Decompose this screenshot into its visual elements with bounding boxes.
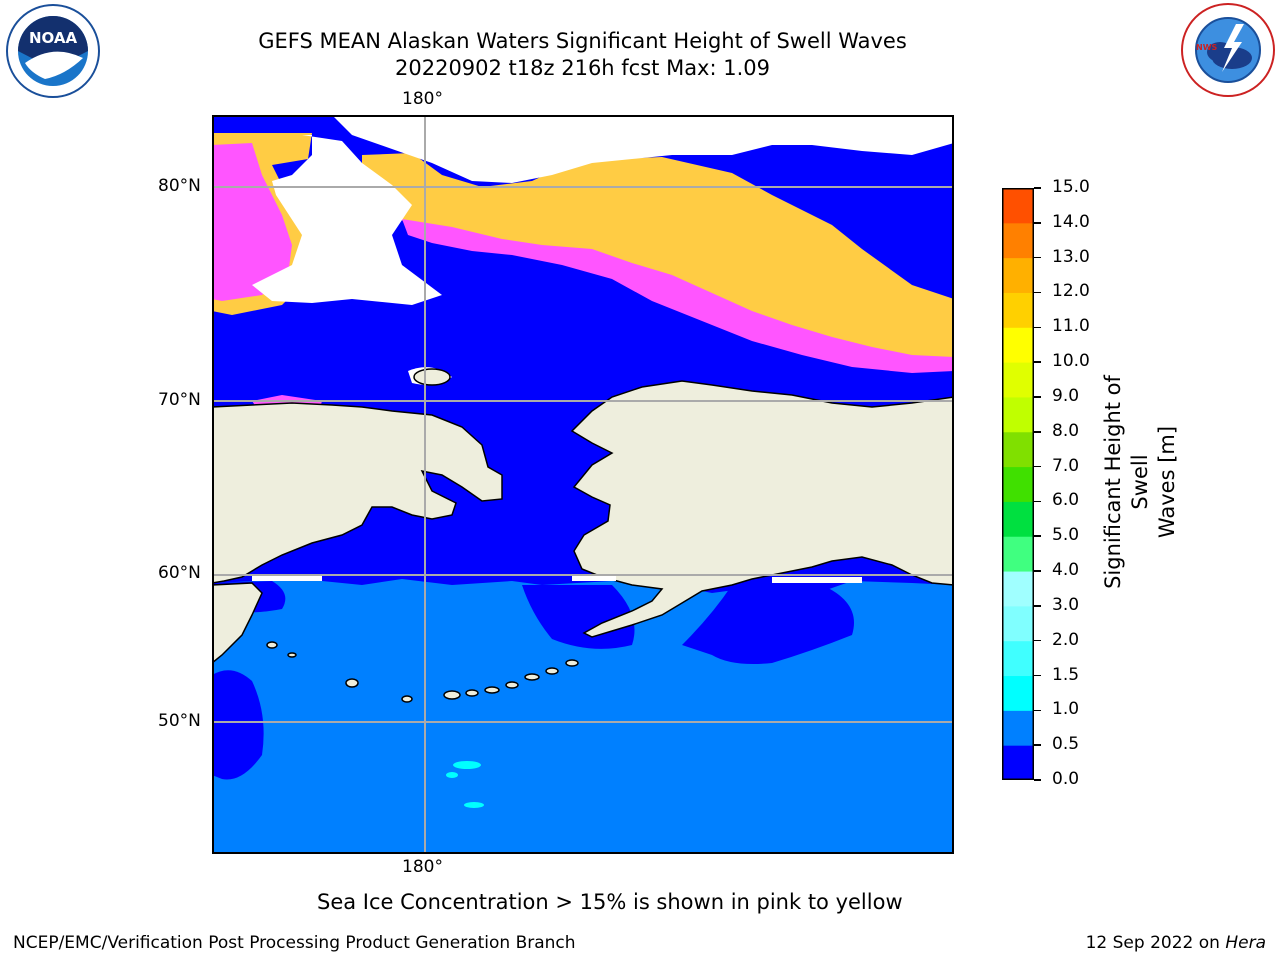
colorbar-bin <box>1002 571 1034 607</box>
colorbar-tick-label: 5.0 <box>1052 525 1080 546</box>
colorbar-bin <box>1002 675 1034 711</box>
swell-cyan-patches <box>446 761 484 808</box>
footer-date-text: 12 Sep 2022 on <box>1085 933 1226 953</box>
colorbar-tick-mark <box>1034 535 1041 537</box>
colorbar-bin <box>1002 222 1034 259</box>
colorbar-bin <box>1002 710 1034 746</box>
lon-label-top: 180° <box>402 89 443 109</box>
colorbar-tick-mark <box>1034 361 1041 363</box>
lon-label-bottom: 180° <box>402 857 443 877</box>
colorbar-tick-mark <box>1034 326 1041 329</box>
sea-ice-pink-north <box>402 219 954 373</box>
colorbar-tick-mark <box>1034 779 1041 781</box>
colorbar-bin <box>1002 292 1034 328</box>
colorbar-tick-label: 10.0 <box>1052 351 1090 372</box>
aleutian-islands <box>266 641 579 703</box>
colorbar-tick-mark <box>1034 500 1041 503</box>
colorbar-tick-label: 1.5 <box>1052 664 1080 685</box>
chart-title-line1: GEFS MEAN Alaskan Waters Significant Hei… <box>258 29 907 53</box>
footer-date: 12 Sep 2022 on Hera <box>1086 933 1266 953</box>
lat-label-80n: 80°N <box>158 176 201 196</box>
colorbar-tick-mark <box>1034 709 1041 712</box>
sea-ice-pink-west <box>212 143 292 301</box>
colorbar-tick-label: 7.0 <box>1052 455 1080 476</box>
colorbar-tick-label: 1.0 <box>1052 699 1080 720</box>
colorbar-tick-mark <box>1034 605 1041 607</box>
colorbar-tick-label: 14.0 <box>1052 211 1090 232</box>
map-gridlines <box>212 115 954 854</box>
colorbar-tick-label: 0.5 <box>1052 734 1080 755</box>
colorbar-bin <box>1002 188 1034 224</box>
data-gap-strip-mid <box>572 575 616 581</box>
colorbar-tick-mark <box>1034 639 1041 642</box>
ocean-low-patch-gulf <box>682 585 854 664</box>
colorbar-tick-mark <box>1034 674 1041 677</box>
colorbar-tick-label: 9.0 <box>1052 385 1080 406</box>
colorbar-tick-label: 15.0 <box>1052 177 1090 197</box>
lat-label-60n: 60°N <box>158 563 201 583</box>
colorbar-bin <box>1002 396 1034 433</box>
noaa-logo-text: NOAA <box>29 29 78 47</box>
ice-white-north <box>252 135 442 305</box>
colorbar-tick-mark <box>1034 222 1041 224</box>
nws-logo: NWS <box>1180 2 1276 98</box>
colorbar-tick-label: 3.0 <box>1052 594 1080 615</box>
colorbar-tick-mark <box>1034 396 1041 398</box>
colorbar-tick-label: 13.0 <box>1052 246 1090 267</box>
colorbar-label-line2: Waves [m] <box>1155 425 1179 539</box>
colorbar-frame <box>1002 188 1034 780</box>
colorbar-bin <box>1002 745 1034 780</box>
chart-title-line2: 20220902 t18z 216h fcst Max: 1.09 <box>395 56 770 80</box>
colorbar-tick-mark <box>1034 570 1041 572</box>
ice-white-band <box>332 115 954 183</box>
colorbar-bin <box>1002 466 1034 502</box>
footer-credit: NCEP/EMC/Verification Post Processing Pr… <box>13 933 576 953</box>
colorbar-bin <box>1002 431 1034 468</box>
colorbar-bin <box>1002 605 1034 642</box>
land-siberia <box>212 402 503 584</box>
colorbar-tick-mark <box>1034 431 1041 433</box>
colorbar-tick-mark <box>1034 465 1041 468</box>
colorbar-tick-label: 8.0 <box>1052 420 1080 441</box>
svg-text:NWS: NWS <box>1196 43 1218 52</box>
colorbar-tick-mark <box>1034 291 1041 294</box>
colorbar-bin <box>1002 501 1034 537</box>
sea-ice-note: Sea Ice Concentration > 15% is shown in … <box>317 890 903 914</box>
colorbar-tick-label: 2.0 <box>1052 629 1080 650</box>
colorbar-label-line1: Significant Height of Swell <box>1101 375 1152 589</box>
colorbar-tick-label: 0.0 <box>1052 769 1080 789</box>
colorbar-tick-label: 6.0 <box>1052 490 1080 511</box>
colorbar-tick-mark <box>1034 744 1041 746</box>
colorbar <box>1002 188 1034 780</box>
lat-label-50n: 50°N <box>158 711 201 731</box>
colorbar-bin <box>1002 362 1034 398</box>
footer-machine-name: Hera <box>1225 933 1266 953</box>
colorbar-bin <box>1002 257 1034 293</box>
colorbar-tick-label: 4.0 <box>1052 560 1080 581</box>
data-gap-strip-west <box>252 575 322 581</box>
colorbar-bin <box>1002 536 1034 572</box>
ocean-low-patch-west <box>212 670 264 780</box>
colorbar-tick-mark <box>1034 256 1041 259</box>
colorbar-bin <box>1002 327 1034 363</box>
colorbar-label: Significant Height of Swell Waves [m] <box>1100 352 1179 612</box>
colorbar-bin <box>1002 640 1034 677</box>
land-alaska <box>570 380 954 638</box>
lat-label-70n: 70°N <box>158 390 201 410</box>
colorbar-tick-label: 11.0 <box>1052 316 1090 337</box>
map-panel <box>212 115 954 854</box>
data-gap-strip-east <box>772 577 862 583</box>
sea-ice-yellow-north <box>362 153 954 369</box>
noaa-logo: NOAA <box>5 3 101 99</box>
wrangel-island <box>413 368 451 386</box>
map-frame <box>212 115 954 854</box>
colorbar-tick-label: 12.0 <box>1052 281 1090 302</box>
colorbar-tick-mark <box>1034 187 1041 189</box>
